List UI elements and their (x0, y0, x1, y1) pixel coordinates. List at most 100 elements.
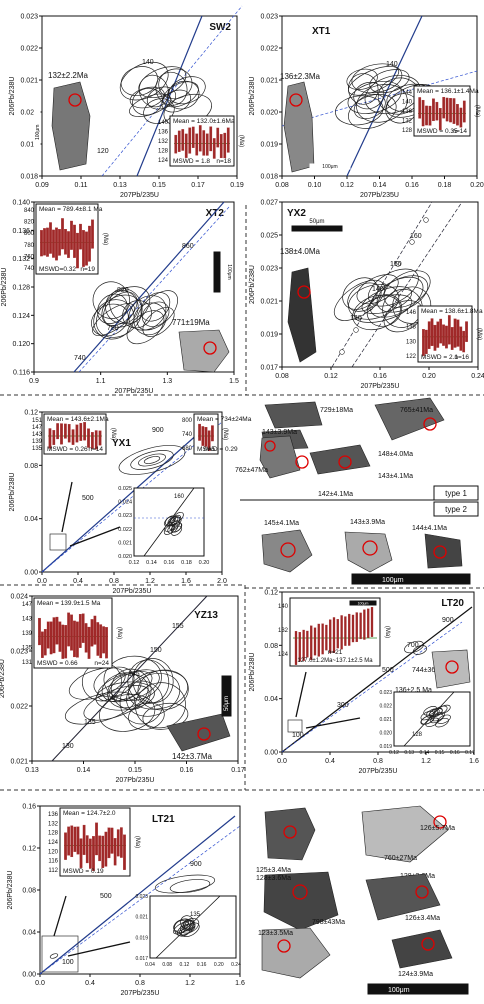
inset-y-tick-lt21-1: 0.019 (135, 935, 148, 941)
spot-circle-xt2 (203, 341, 217, 355)
y-tick-label-3-2: 0.021 (260, 299, 278, 306)
scale-bar-label-lt21: 100μm (388, 987, 410, 994)
inset-x-tick-lt21-5: 0.24 (231, 962, 241, 968)
wm-bar-xt1-13 (462, 100, 466, 123)
x-tick-label-0-2: 0.13 (113, 182, 127, 189)
wm-tick-sw2-1: 136 (158, 130, 169, 136)
wm-unit-yx1b: (Ma) (222, 428, 228, 440)
error-ellipse-xt2-8 (93, 299, 135, 340)
inset-y-tick-yx1-5: 0.025 (118, 486, 132, 492)
age-label-lt20-1: 136±2.5 Ma (395, 687, 432, 694)
scale-bar-lt21 (367, 983, 469, 995)
grain-age-lt21-7: 123±3.5Ma (258, 930, 293, 937)
concordia-label-lt21-0: 900 (190, 861, 202, 868)
y-tick-label-2-4: 0.132 (12, 256, 30, 263)
error-ellipse-xt1-12 (356, 84, 408, 123)
error-ellipse-yz13-17 (68, 667, 126, 700)
concordia-label-xt2-0: 860 (182, 243, 194, 250)
wm-bar-xt2-9 (67, 231, 70, 258)
zircon-grain-yx1-1 (264, 401, 323, 429)
error-ellipse-yx2-11 (366, 294, 403, 327)
spot-circle-lt21-6 (421, 937, 435, 951)
wm-bar-lt21-2 (70, 825, 74, 858)
wm-bar-lt20-17 (359, 612, 362, 640)
inset-ellipse-lt20-9 (431, 711, 446, 722)
wm-bar-xt1-5 (435, 101, 439, 121)
y-tick-label-3-3: 0.023 (260, 266, 278, 273)
wm-bar-yx2-14 (462, 330, 466, 353)
zircon-grain-yx1-4 (259, 435, 301, 479)
inset-y-tick-lt21-3: 0.023 (135, 894, 148, 900)
error-ellipse-yz13-13 (83, 685, 150, 721)
error-ellipse-sw2-10 (161, 89, 192, 113)
y-tick-label-4-3: 0.12 (24, 410, 38, 417)
zircon-grain-lt21-5 (261, 927, 331, 979)
error-ellipse-yx1-a (130, 450, 174, 470)
wm-bar-lt20-6 (317, 623, 320, 657)
wm-bar-yx1b-4 (211, 425, 214, 442)
arrow-lt20-2 (305, 717, 361, 729)
wm-bar-xt2-6 (58, 229, 61, 256)
concordia-label-lt20-3: 300 (337, 702, 349, 709)
y-tick-label-3-5: 0.027 (260, 200, 278, 207)
scale-bar-label-sw2: 100μm (35, 125, 41, 140)
wm-bar-lt20-13 (344, 616, 347, 646)
y-axis-label-5: 206Pb/238U (0, 659, 6, 698)
wm-bar-yx2-9 (447, 315, 451, 345)
wm-bar-yx2-4 (433, 324, 437, 351)
zircon-grain-lt21-1 (264, 807, 316, 861)
spot-circle-yx1-4 (264, 440, 276, 452)
spot-circle-lt21-3 (292, 884, 308, 900)
x-axis-label-6: 207Pb/235U (359, 768, 398, 775)
scale-bar-xt1 (309, 163, 351, 170)
wm-bar-lt20-15 (351, 614, 355, 643)
x-tick-label-1-6: 0.20 (470, 182, 484, 189)
inset-y-tick-lt20-0: 0.019 (379, 744, 392, 750)
wm-bar-yx2-5 (436, 321, 440, 348)
wm-unit-lt21: (Ma) (134, 836, 140, 848)
wm-bar-lt21-15 (110, 827, 114, 854)
wm-bar-xt1-9 (449, 98, 452, 123)
wm-bar-yx2-1 (424, 329, 428, 355)
zircon-grain-lt20 (431, 649, 471, 689)
concordia-xt1 (346, 15, 423, 177)
error-ellipse-yz13-18 (99, 693, 156, 732)
wm-bar-yx1b-1 (201, 426, 205, 446)
wm-bar-xt1-4 (432, 98, 435, 122)
wm-tick-yz13-0: 147 (22, 602, 33, 608)
y-tick-label-2-3: 0.128 (12, 285, 30, 292)
x-tick-label-2-2: 1.3 (162, 378, 172, 385)
inset-y-tick-lt20-1: 0.020 (379, 731, 392, 737)
wm-bar-yx1a-5 (67, 424, 71, 443)
panel-title-lt20: LT20 (441, 598, 464, 609)
zircon-grain-xt2 (178, 329, 230, 373)
inset-x-tick-lt20-4: 0.16 (450, 750, 460, 756)
discordia-xt2 (78, 206, 230, 373)
y-tick-label-3-1: 0.019 (260, 332, 278, 339)
wm-bar-sw2-3 (184, 133, 188, 158)
wm-bar-lt20-14 (348, 613, 351, 646)
wm-n-text-yz13: n=24 (94, 660, 109, 667)
y-tick-label-5-2: 0.023 (10, 649, 28, 656)
scale-bar-label-yx1: 100μm (382, 577, 404, 584)
inset-x-tick-lt20-1: 0.13 (404, 750, 414, 756)
y-tick-label-6-3: 0.12 (264, 590, 278, 597)
wm-tick-lt20-0: 140 (278, 604, 289, 610)
concordia-label-sw2-0: 140 (142, 59, 154, 66)
x-tick-label-3-0: 0.08 (275, 373, 289, 380)
inset-frame-lt20 (393, 691, 471, 747)
scale-bar-label-xt1: 100μm (322, 164, 337, 170)
wm-inset-frame-sw2 (169, 115, 235, 167)
wm-mean-text-lt21: Mean = 124.7±2.0 (63, 810, 116, 817)
wm-bar-yx1a-4 (64, 423, 67, 439)
wm-bar-yz13-12 (73, 620, 76, 658)
concordia-node-yx2-1 (353, 327, 359, 333)
inset-x-tick-lt21-3: 0.16 (197, 962, 207, 968)
error-ellipse-sw2-6 (155, 71, 188, 106)
wm-bar-xt1-11 (456, 104, 459, 126)
x-tick-label-2-0: 0.9 (29, 378, 39, 385)
wm-mean-text-xt1: Mean = 136.1±1.4Ma (417, 88, 479, 95)
wm-tick-yx1a-3: 139 (32, 439, 43, 445)
error-ellipse-sw2-11 (120, 66, 159, 96)
inset-y-tick-yx1-2: 0.022 (118, 527, 132, 533)
